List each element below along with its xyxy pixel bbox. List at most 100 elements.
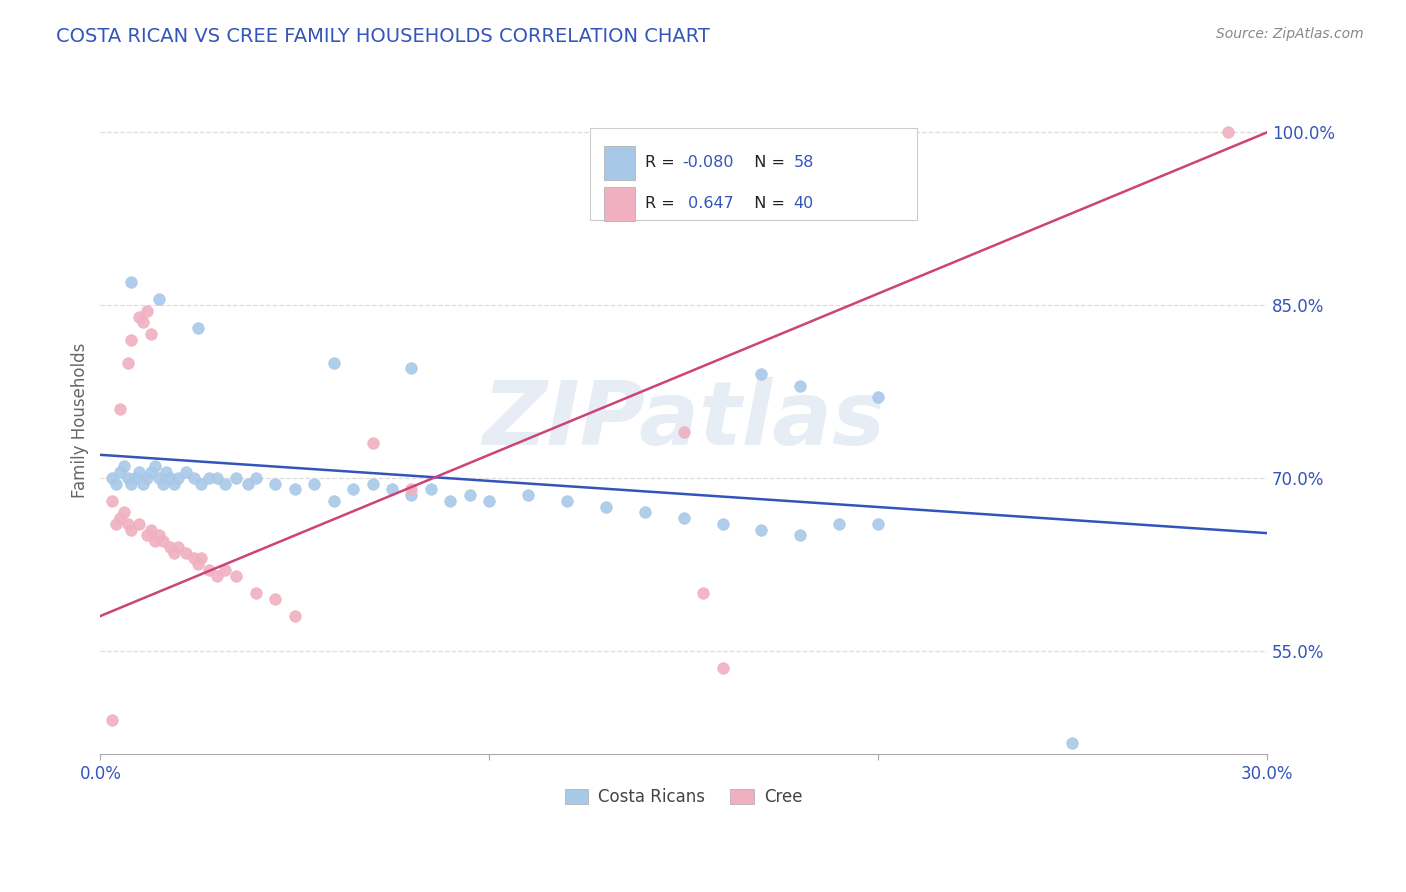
Point xyxy=(517,488,540,502)
Point xyxy=(124,471,146,485)
Point xyxy=(214,476,236,491)
Point xyxy=(868,516,890,531)
Point xyxy=(120,523,142,537)
Point xyxy=(104,516,127,531)
Point xyxy=(322,356,344,370)
Point xyxy=(634,505,657,519)
Point xyxy=(112,459,135,474)
Point xyxy=(595,500,617,514)
Point xyxy=(101,713,124,727)
Point xyxy=(245,471,267,485)
Legend: Costa Ricans, Cree: Costa Ricans, Cree xyxy=(558,781,808,813)
Point xyxy=(128,310,150,324)
Point xyxy=(187,321,209,335)
Point xyxy=(478,494,501,508)
Point xyxy=(1216,125,1239,139)
Point xyxy=(245,586,267,600)
Point xyxy=(143,459,166,474)
Point xyxy=(711,661,734,675)
Point xyxy=(401,483,423,497)
Point xyxy=(183,471,205,485)
Point xyxy=(190,551,212,566)
Point xyxy=(148,471,170,485)
Point xyxy=(136,471,159,485)
Point xyxy=(148,528,170,542)
Point xyxy=(751,523,773,537)
Text: N =: N = xyxy=(745,155,790,170)
Text: COSTA RICAN VS CREE FAMILY HOUSEHOLDS CORRELATION CHART: COSTA RICAN VS CREE FAMILY HOUSEHOLDS CO… xyxy=(56,27,710,45)
Point xyxy=(128,465,150,479)
Point xyxy=(108,511,131,525)
Point xyxy=(117,356,139,370)
Text: R =: R = xyxy=(645,155,679,170)
Point xyxy=(120,275,142,289)
Point xyxy=(139,465,162,479)
Point xyxy=(112,505,135,519)
Point xyxy=(163,546,186,560)
Point xyxy=(225,568,247,582)
Point xyxy=(555,494,578,508)
Point xyxy=(789,378,811,392)
Text: R =: R = xyxy=(645,196,679,211)
Point xyxy=(148,293,170,307)
Point xyxy=(342,483,364,497)
Point xyxy=(692,586,714,600)
Point xyxy=(302,476,325,491)
Text: 0.647: 0.647 xyxy=(683,196,734,211)
Point xyxy=(401,361,423,376)
Point xyxy=(117,516,139,531)
Point xyxy=(828,516,851,531)
Point xyxy=(143,534,166,549)
Text: 40: 40 xyxy=(794,196,814,211)
Point xyxy=(174,546,197,560)
Point xyxy=(167,471,190,485)
Point xyxy=(190,476,212,491)
Point xyxy=(264,591,287,606)
Point xyxy=(284,483,307,497)
Text: 58: 58 xyxy=(794,155,814,170)
Point xyxy=(1062,736,1084,750)
Point xyxy=(132,315,155,329)
Point xyxy=(868,390,890,404)
Point xyxy=(136,304,159,318)
Point xyxy=(198,471,221,485)
Text: -0.080: -0.080 xyxy=(683,155,734,170)
Point xyxy=(264,476,287,491)
Point xyxy=(120,476,142,491)
Point xyxy=(101,471,124,485)
Point xyxy=(167,540,190,554)
Point xyxy=(159,540,181,554)
Text: N =: N = xyxy=(745,196,790,211)
Point xyxy=(104,476,127,491)
Point xyxy=(361,476,384,491)
Point xyxy=(225,471,247,485)
Point xyxy=(117,471,139,485)
Text: ZIPatlas: ZIPatlas xyxy=(482,376,886,464)
Point xyxy=(789,528,811,542)
Point xyxy=(284,609,307,624)
Text: Source: ZipAtlas.com: Source: ZipAtlas.com xyxy=(1216,27,1364,41)
Point xyxy=(139,523,162,537)
Point xyxy=(401,488,423,502)
Point xyxy=(672,425,695,439)
Point xyxy=(711,516,734,531)
Point xyxy=(439,494,461,508)
Y-axis label: Family Households: Family Households xyxy=(72,343,89,498)
Point xyxy=(187,558,209,572)
Point xyxy=(381,483,404,497)
Point xyxy=(236,476,259,491)
Point xyxy=(322,494,344,508)
Point xyxy=(108,401,131,416)
Point xyxy=(458,488,481,502)
Point xyxy=(152,476,174,491)
Point xyxy=(205,568,228,582)
Point xyxy=(205,471,228,485)
Point xyxy=(672,511,695,525)
Point xyxy=(361,436,384,450)
Point xyxy=(152,534,174,549)
Point xyxy=(159,471,181,485)
Point xyxy=(101,494,124,508)
Point xyxy=(214,563,236,577)
Point xyxy=(120,333,142,347)
Point xyxy=(174,465,197,479)
